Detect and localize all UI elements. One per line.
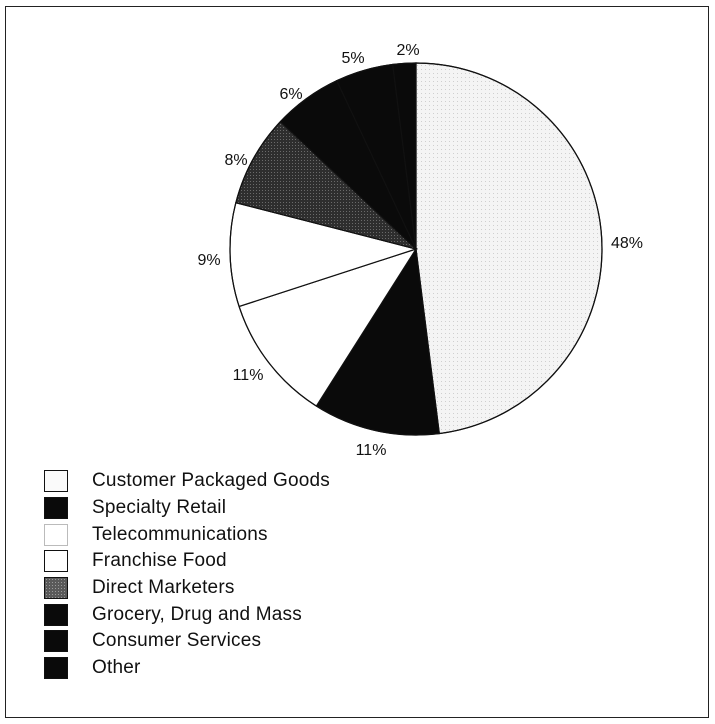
slice-value-label: 9%	[197, 252, 220, 269]
slice-value-label: 48%	[611, 235, 643, 252]
legend-swatch	[44, 497, 68, 520]
legend-swatch	[44, 603, 68, 626]
legend-swatch	[44, 577, 68, 600]
legend-label: Grocery, Drug and Mass	[92, 603, 302, 625]
slice-value-label: 8%	[224, 152, 247, 169]
legend-swatch	[44, 630, 68, 653]
legend-item: Specialty Retail	[44, 495, 330, 522]
legend-swatch	[44, 550, 68, 573]
legend-label: Consumer Services	[92, 630, 262, 652]
pie-outline	[229, 62, 603, 436]
legend-label: Franchise Food	[92, 550, 227, 572]
legend-item: Grocery, Drug and Mass	[44, 601, 330, 628]
legend-label: Other	[92, 657, 141, 679]
pie-slice-customer-packaged-goods	[415, 62, 603, 435]
legend-item: Direct Marketers	[44, 575, 330, 602]
legend-item: Other	[44, 655, 330, 682]
slice-value-label: 2%	[396, 42, 419, 59]
legend-item: Telecommunications	[44, 521, 330, 548]
slice-value-label: 6%	[279, 86, 302, 103]
legend-item: Franchise Food	[44, 548, 330, 575]
legend-label: Direct Marketers	[92, 577, 235, 599]
legend-swatch	[44, 657, 68, 680]
legend-item: Customer Packaged Goods	[44, 468, 330, 495]
slice-value-label: 11%	[233, 367, 264, 384]
legend-swatch	[44, 470, 68, 493]
legend-label: Customer Packaged Goods	[92, 470, 330, 492]
slice-value-label: 11%	[356, 442, 387, 459]
legend: Customer Packaged Goods Specialty Retail T…	[44, 468, 330, 682]
legend-swatch	[44, 523, 68, 546]
slice-value-label: 5%	[341, 50, 364, 67]
chart-frame	[5, 6, 709, 718]
legend-label: Telecommunications	[92, 523, 268, 545]
legend-label: Specialty Retail	[92, 497, 227, 519]
legend-item: Consumer Services	[44, 628, 330, 655]
